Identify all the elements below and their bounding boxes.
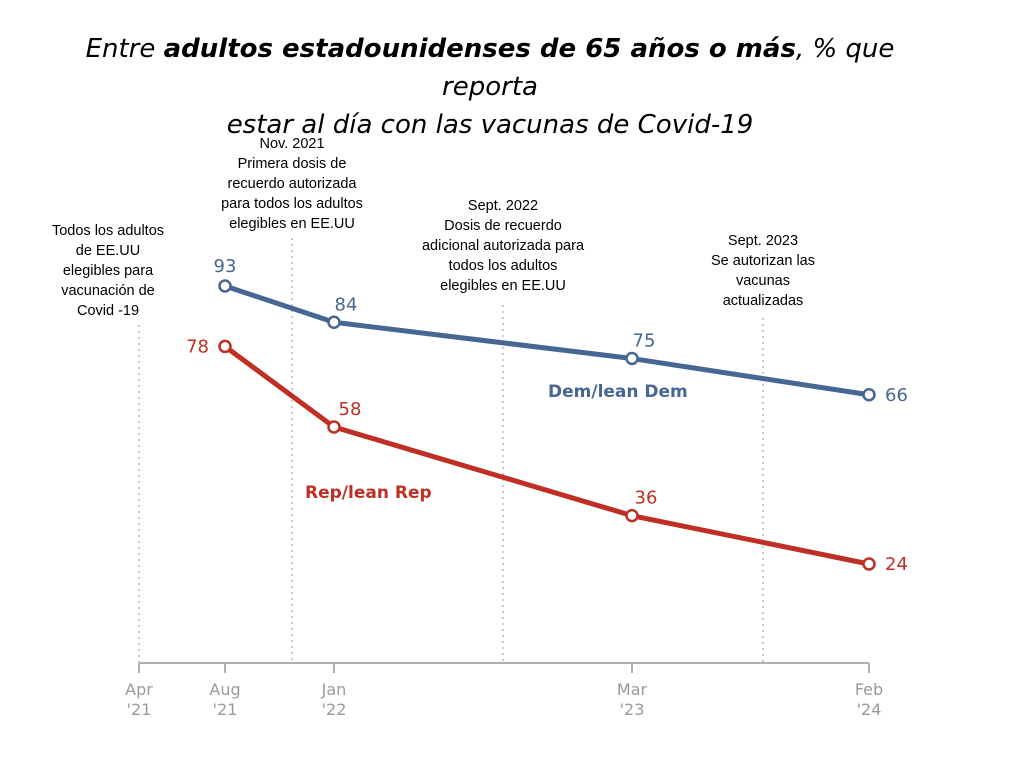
annotation-text: Todos los adultos de EE.UU elegibles para v… (52, 223, 164, 319)
annotation-line: elegibles para (63, 263, 154, 279)
rep-point (327, 420, 341, 434)
x-tick-label: '21 (127, 700, 152, 719)
annotation-text: Sept. 2023 Se autorizan las vacunas actuali… (711, 233, 815, 309)
dem-series-line (222, 283, 872, 398)
dem-point (218, 279, 232, 293)
annotation-line: vacunación de (61, 283, 155, 299)
rep-point (862, 557, 876, 571)
annotation-text: Sept. 2022 Dosis de recuerdo adicional aut… (422, 198, 585, 294)
annotation-line: vacunas (736, 273, 790, 289)
rep-point (218, 339, 232, 354)
dem-value-label: 75 (633, 331, 656, 352)
title-line-2: estar al día con las vacunas de Covid-19 (226, 110, 754, 140)
title-bold: adultos estadounidenses de 65 años o más (163, 34, 796, 64)
title-suffix: , % que reporta (442, 34, 895, 102)
annotation-line: elegibles en EE.UU (440, 278, 566, 294)
annotation-line: Covid -19 (77, 303, 139, 319)
title-prefix: Entre (85, 34, 164, 64)
x-tick-label: '23 (620, 700, 645, 719)
chart-title: Entre adultos estadounidenses de 65 años… (40, 30, 940, 144)
x-tick-label: Feb (855, 680, 883, 699)
rep-series-name: Rep/lean Rep (305, 483, 432, 503)
rep-point (625, 508, 639, 523)
annotation-text: Nov. 2021 Primera dosis de recuerdo autori… (221, 136, 363, 232)
dem-value-label: 84 (335, 294, 358, 315)
annotation-line: actualizadas (723, 293, 804, 309)
annotation-line: Dosis de recuerdo (444, 218, 562, 234)
annotation-line: adicional autorizada para (422, 238, 585, 254)
annotation-line: Todos los adultos (52, 223, 164, 239)
dem-value-label: 66 (885, 385, 908, 406)
rep-value-label: 58 (339, 399, 362, 420)
annotation-line: elegibles en EE.UU (229, 216, 355, 232)
annotation-line: recuerdo autorizada (228, 176, 358, 192)
rep-value-label: 36 (635, 488, 658, 509)
x-tick-label: Mar (617, 680, 648, 699)
annotation-line: todos los adultos (449, 258, 558, 274)
annotation-line: Sept. 2023 (728, 233, 798, 249)
x-tick-label: '21 (213, 700, 238, 719)
rep-series-line (222, 343, 872, 567)
annotation-line: Primera dosis de (238, 156, 347, 172)
x-tick-label: Apr (125, 680, 153, 699)
x-tick-label: '24 (857, 700, 882, 719)
annotation-line: Sept. 2022 (468, 198, 538, 214)
dem-point (625, 351, 639, 366)
rep-value-label: 78 (186, 336, 209, 357)
annotation-line: para todos los adultos (221, 196, 363, 212)
dem-point (862, 388, 876, 402)
annotation-line: Nov. 2021 (259, 136, 324, 152)
annotation-line: Se autorizan las (711, 253, 815, 269)
rep-value-label: 24 (885, 554, 908, 575)
x-tick-label: Aug (209, 680, 240, 699)
annotation-line: de EE.UU (76, 243, 140, 259)
x-tick-label: '22 (322, 700, 347, 719)
dem-point (327, 315, 341, 330)
dem-value-label: 93 (214, 256, 237, 277)
x-tick-label: Jan (321, 680, 347, 699)
dem-series-name: Dem/lean Dem (548, 382, 688, 402)
